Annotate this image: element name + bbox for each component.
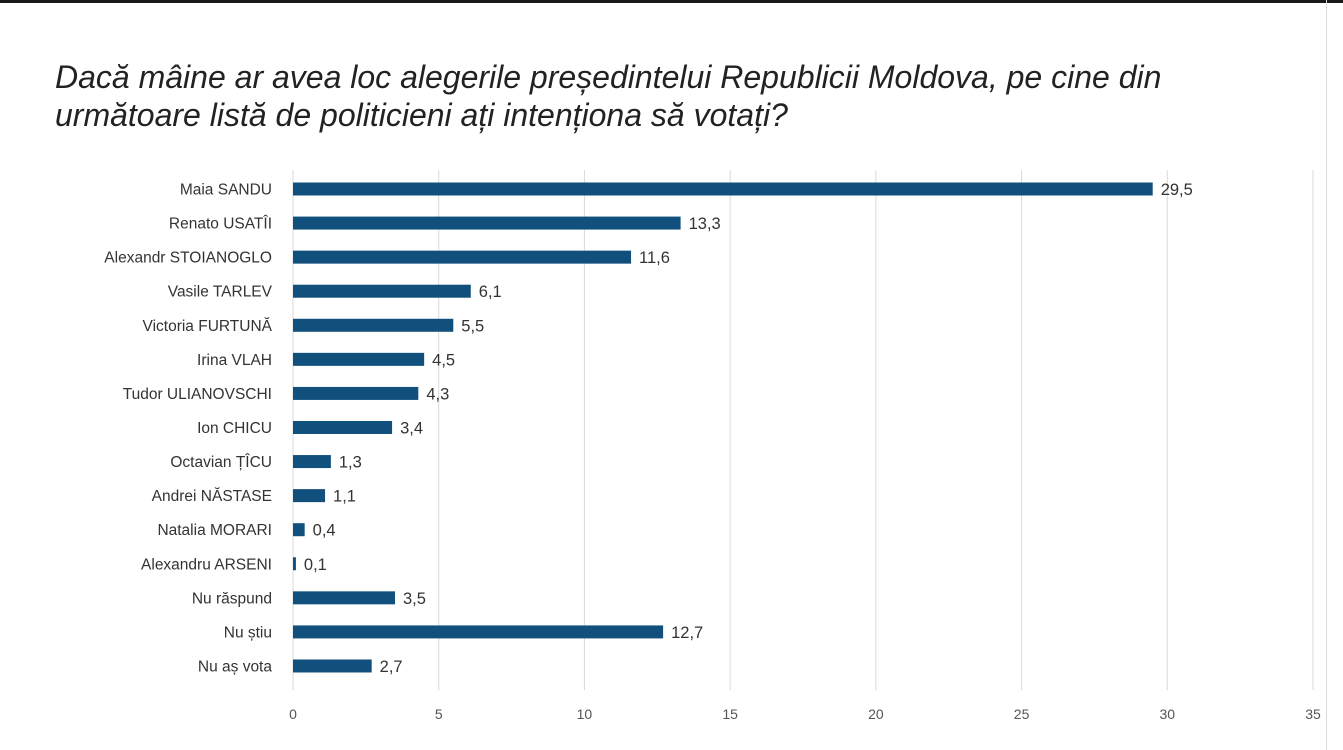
category-label: Alexandru ARSENI [141,556,272,573]
chart-title: Dacă mâine ar avea loc alegerile președi… [55,59,1162,133]
x-tick-label: 25 [1014,706,1030,722]
bar [293,557,296,571]
category-label: Andrei NĂSTASE [152,488,272,505]
data-label: 29,5 [1161,181,1193,199]
category-label: Irina VLAH [197,352,272,369]
bar [293,625,664,639]
data-label: 2,7 [380,658,403,676]
data-label: 12,7 [671,624,703,642]
right-border [1326,0,1327,750]
x-tick-label: 10 [577,706,593,722]
bar [293,489,326,503]
bar-layer [293,182,1153,673]
category-label: Maia SANDU [180,182,272,199]
x-tick-label: 15 [722,706,738,722]
bar [293,659,372,673]
category-label: Nu știu [224,624,272,641]
bar [293,182,1153,196]
data-label: 4,3 [426,385,449,403]
category-label: Nu răspund [192,590,272,607]
grid-layer [292,170,1314,690]
category-label: Renato USATÎI [169,216,272,233]
bar [293,523,305,537]
category-label: Tudor ULIANOVSCHI [123,386,272,403]
bar [293,318,454,332]
bar [293,216,681,230]
category-label: Natalia MORARI [157,522,272,539]
x-tick-label: 0 [289,706,297,722]
x-tick-label: 30 [1159,706,1175,722]
data-label: 3,5 [403,590,426,608]
category-label: Alexandr STOIANOGLO [104,250,272,267]
bar [293,455,331,469]
category-label: Octavian ȚÎCU [170,454,272,471]
x-tick-label: 35 [1305,706,1321,722]
bar [293,284,471,298]
data-label: 1,1 [333,488,356,506]
data-label: 11,6 [639,249,670,267]
bar [293,352,425,366]
data-label: 0,1 [304,556,327,574]
data-label: 4,5 [432,351,455,369]
label-layer: Maia SANDU 29,5 Renato USATÎI 13,3 Alexandr … [104,181,1193,676]
category-label: Vasile TARLEV [168,284,273,301]
data-label: 0,4 [313,522,336,540]
data-label: 3,4 [400,419,423,437]
data-label: 1,3 [339,454,362,472]
x-axis-ticks: 0 5 10 15 20 25 30 35 [289,706,1321,722]
category-label: Nu aș vota [198,658,272,675]
bar [293,250,632,264]
category-label: Ion CHICU [197,420,272,437]
x-tick-label: 5 [435,706,443,722]
x-tick-label: 20 [868,706,884,722]
bar [293,420,393,434]
top-border [0,0,1343,3]
bar [293,386,419,400]
data-label: 5,5 [461,317,484,335]
category-label: Victoria FURTUNĂ [143,318,273,335]
data-label: 13,3 [689,215,721,233]
data-label: 6,1 [479,283,502,301]
bar [293,591,395,605]
